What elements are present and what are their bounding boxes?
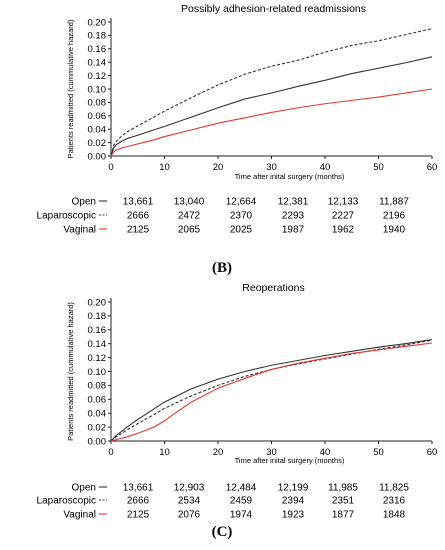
y-tick-label: 0.02 xyxy=(88,138,107,149)
risk-table-cell: 1940 xyxy=(383,225,406,236)
risk-row-label: Laparoscopic xyxy=(37,496,96,507)
risk-table-cell: 2227 xyxy=(332,211,355,222)
y-tick-label: 0.18 xyxy=(88,31,107,42)
y-tick-label: 0.12 xyxy=(88,353,107,364)
risk-table-cell: 2394 xyxy=(282,496,305,507)
risk-table-cell: 2316 xyxy=(383,496,406,507)
panel-label: (B) xyxy=(212,260,232,276)
risk-table-cell: 2125 xyxy=(127,225,150,236)
y-tick-label: 0.02 xyxy=(88,422,107,433)
risk-table-cell: 2666 xyxy=(127,211,150,222)
y-tick-label: 0.16 xyxy=(88,325,107,336)
x-tick-label: 50 xyxy=(373,162,384,173)
x-tick-label: 60 xyxy=(427,162,438,173)
risk-table-cell: 12,133 xyxy=(328,197,359,208)
x-tick-label: 30 xyxy=(266,447,277,458)
y-tick-label: 0.20 xyxy=(88,297,107,308)
x-tick-label: 30 xyxy=(266,162,277,173)
risk-table-cell: 12,484 xyxy=(226,483,257,494)
x-tick-label: 0 xyxy=(108,162,113,173)
risk-table-cell: 1923 xyxy=(282,510,305,521)
risk-table-cell: 11,825 xyxy=(379,483,409,494)
x-tick-label: 20 xyxy=(213,447,224,458)
y-tick-label: 0.00 xyxy=(88,436,107,447)
risk-table-cell: 11,985 xyxy=(328,483,358,494)
y-tick-label: 0.18 xyxy=(88,311,107,322)
risk-table-cell: 12,381 xyxy=(278,197,309,208)
y-tick-label: 0.12 xyxy=(88,71,107,82)
series-line-laparoscopic xyxy=(110,28,433,157)
y-tick-label: 0.04 xyxy=(88,125,107,136)
y-tick-label: 0.06 xyxy=(88,111,107,122)
chart-title: Possibly adhesion-related readmissions xyxy=(181,3,366,15)
risk-row-label: Vaginal xyxy=(63,510,96,521)
x-tick-label: 20 xyxy=(213,162,224,173)
y-tick-label: 0.06 xyxy=(88,395,107,406)
risk-table-cell: 12,903 xyxy=(174,483,205,494)
x-tick-label: 40 xyxy=(320,447,331,458)
risk-table-cell: 1848 xyxy=(383,510,406,521)
risk-table-cell: 2025 xyxy=(230,225,253,236)
x-tick-label: 10 xyxy=(159,447,170,458)
risk-table-cell: 2459 xyxy=(230,496,253,507)
risk-table-cell: 12,664 xyxy=(226,197,257,208)
y-tick-label: 0.14 xyxy=(88,339,107,350)
risk-row-label: Laparoscopic xyxy=(37,211,96,222)
risk-row-label: Open xyxy=(72,197,96,208)
y-tick-label: 0.04 xyxy=(88,409,107,420)
x-tick-label: 60 xyxy=(427,447,438,458)
y-tick-label: 0.20 xyxy=(88,17,107,28)
risk-table-cell: 2076 xyxy=(178,510,201,521)
risk-table-cell: 12,199 xyxy=(278,483,309,494)
y-axis-label: Patients readmitted (cummulative hazard) xyxy=(66,19,75,158)
risk-table-cell: 13,040 xyxy=(174,197,205,208)
risk-table-cell: 2351 xyxy=(332,496,355,507)
series-line-open xyxy=(110,56,433,157)
risk-table-cell: 2293 xyxy=(282,211,305,222)
series-line-vaginal xyxy=(110,342,433,442)
y-tick-label: 0.08 xyxy=(88,98,107,109)
x-tick-label: 40 xyxy=(320,162,331,173)
risk-table-cell: 2370 xyxy=(230,211,253,222)
x-tick-label: 0 xyxy=(108,447,113,458)
risk-table-cell: 2125 xyxy=(127,510,150,521)
series-line-laparoscopic xyxy=(110,339,433,442)
chart-title: Reoperations xyxy=(242,282,304,294)
risk-table-cell: 2534 xyxy=(178,496,201,507)
series-line-open xyxy=(110,338,433,442)
chart-panel-2: Reoperations 0.00 0.02 0.04 0.06 0.08 0.10 0.12… xyxy=(37,282,438,540)
risk-table-cell: 2666 xyxy=(127,496,150,507)
x-axis-label: Time after inital surgery (months) xyxy=(235,172,345,181)
risk-table-cell: 2196 xyxy=(383,211,406,222)
y-tick-label: 0.10 xyxy=(88,367,107,378)
x-tick-label: 50 xyxy=(373,447,384,458)
risk-table-cell: 1962 xyxy=(332,225,355,236)
risk-table-cell: 13,661 xyxy=(123,483,154,494)
y-tick-label: 0.00 xyxy=(88,151,107,162)
risk-row-label: Open xyxy=(72,483,96,494)
risk-table-cell: 11,887 xyxy=(379,197,409,208)
risk-table-cell: 1987 xyxy=(282,225,305,236)
x-axis-label: Time after inital surgery (months) xyxy=(235,456,345,465)
y-tick-label: 0.14 xyxy=(88,58,107,69)
y-axis-label: Patients readmitted (cummulative hazard) xyxy=(66,302,75,441)
risk-row-label: Vaginal xyxy=(63,225,96,236)
risk-table-cell: 1877 xyxy=(332,510,355,521)
panel-label: (C) xyxy=(212,524,233,540)
risk-table-cell: 1974 xyxy=(230,510,253,521)
y-tick-label: 0.08 xyxy=(88,381,107,392)
series-line-vaginal xyxy=(110,88,433,157)
y-tick-label: 0.16 xyxy=(88,44,107,55)
risk-table-cell: 2472 xyxy=(178,211,201,222)
x-tick-label: 10 xyxy=(159,162,170,173)
y-tick-label: 0.10 xyxy=(88,84,107,95)
chart-panel-1: Possibly adhesion-related readmissions 0.… xyxy=(37,3,438,276)
risk-table-cell: 2065 xyxy=(178,225,201,236)
risk-table-cell: 13,661 xyxy=(123,197,154,208)
